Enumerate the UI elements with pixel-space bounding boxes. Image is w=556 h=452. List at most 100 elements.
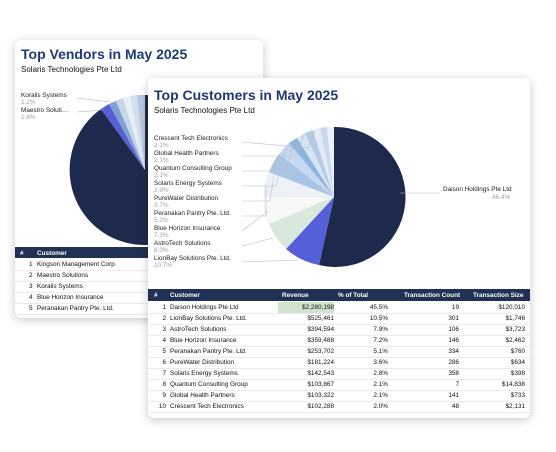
leader-astrotech <box>241 237 274 247</box>
vendors-leader-2 <box>76 109 104 113</box>
row-transaction-size: $634 <box>510 359 525 366</box>
vendor-label-name: Koralis Systems <box>21 92 67 99</box>
vendors-slice-4 <box>116 98 145 170</box>
slice-other-2 <box>320 127 334 197</box>
row-customer-name: Crescent Tech Electronics <box>170 403 244 410</box>
row-share: 10.5% <box>369 315 388 322</box>
table-row[interactable]: 8 Quantum Consulting Group $103,867 2.1% 7 $1… <box>148 379 530 391</box>
table-row[interactable]: 6 PureWater Distribution $181,224 3.6% 286 $6… <box>148 357 530 369</box>
row-revenue: $525,461 <box>307 315 334 322</box>
label-global-health: Global Health Partners <box>154 150 219 157</box>
row-customer-name: Blue Horizon Insurance <box>170 337 237 344</box>
row-name: Maestro Solutions <box>37 272 89 279</box>
top-customers-card: Top Customers in May 2025 Solaris Techno… <box>148 78 530 418</box>
row-rank: 6 <box>162 359 166 366</box>
row-share: 2.0% <box>373 403 388 410</box>
row-transaction-count: 141 <box>448 392 459 399</box>
row-revenue: $102,288 <box>307 403 334 410</box>
row-name: Kingson Management Corp <box>37 261 115 268</box>
row-rank: 5 <box>29 305 33 312</box>
pct-global-health: 2.1% <box>154 157 169 164</box>
leader-global-health <box>242 134 305 157</box>
leader-crescent <box>241 130 316 149</box>
leader-lionbay <box>241 259 299 263</box>
row-transaction-size: $14,838 <box>501 381 525 388</box>
table-row[interactable]: 1 Daison Holdings Pte Ltd $2,280,198 45.5% 1… <box>148 302 530 314</box>
slice-purewater <box>269 154 334 197</box>
table-row[interactable]: 4 Blue Horizon Insurance $359,488 7.2% 146 $2… <box>148 335 530 347</box>
row-rank: 8 <box>162 381 166 388</box>
row-transaction-count: 146 <box>448 337 459 344</box>
slice-crescent <box>305 130 334 197</box>
table-row[interactable]: 7 Solaris Energy Systems $142,543 2.8% 358 $3… <box>148 368 530 380</box>
row-transaction-size: $733 <box>510 392 525 399</box>
leader-purewater <box>242 161 277 202</box>
slice-other-3 <box>327 126 334 197</box>
pct-peranakan: 5.2% <box>154 217 169 224</box>
row-transaction-size: $3,723 <box>505 326 525 333</box>
row-transaction-size: $760 <box>510 348 525 355</box>
vendor-label-pct: 1.2% <box>21 99 36 106</box>
col-revenue: Revenue <box>282 292 309 299</box>
pct-daison: 46.4% <box>492 194 511 201</box>
row-customer-name: LionBay Solutions Pte. Ltd. <box>170 315 247 322</box>
table-row[interactable]: 3 AstroTech Solutions $394,594 7.9% 106 $3,72… <box>148 324 530 336</box>
row-rank: 2 <box>162 315 166 322</box>
leader-solaris-energy <box>242 147 287 187</box>
row-name: Blue Horizon Insurance <box>37 294 104 301</box>
customers-table-header: # Customer Revenue % of Total Transactio… <box>148 289 530 301</box>
row-share: 2.1% <box>373 392 388 399</box>
row-rank: 2 <box>29 272 33 279</box>
label-crescent: Crescent Tech Electronics <box>154 135 228 142</box>
row-rank: 7 <box>162 370 166 377</box>
row-revenue: $181,224 <box>307 359 334 366</box>
table-row[interactable]: 3 Koralis Systems <box>15 281 263 293</box>
leader-quantum <box>242 139 295 172</box>
row-revenue: $103,322 <box>307 392 334 399</box>
label-peranakan: Peranakan Pantry Pte. Ltd. <box>154 210 231 217</box>
row-customer-name: Global Health Partners <box>170 392 235 399</box>
col-transaction-count: Transaction Count <box>404 292 461 299</box>
col-share: % of Total <box>338 292 369 299</box>
row-transaction-count: 48 <box>451 403 459 410</box>
row-share: 7.2% <box>373 337 388 344</box>
table-row[interactable]: 5 Peranakan Pantry Pte. Ltd. <box>15 303 263 315</box>
vendors-table-header: # Customer <box>15 247 263 258</box>
row-customer-name: PureWater Distribution <box>170 359 235 366</box>
table-row[interactable]: 4 Blue Horizon Insurance <box>15 292 263 304</box>
row-transaction-count: 334 <box>448 348 459 355</box>
row-rank: 3 <box>29 283 33 290</box>
table-row[interactable]: 1 Kingson Management Corp <box>15 259 263 271</box>
table-row[interactable]: 2 Maestro Solutions <box>15 270 263 282</box>
row-transaction-size: $120,010 <box>498 304 525 311</box>
table-row[interactable]: 5 Peranakan Pantry Pte. Ltd. $253,702 5.1% 3… <box>148 346 530 358</box>
vendors-col-customer: Customer <box>37 250 67 257</box>
table-row[interactable]: 9 Global Health Partners $103,322 2.1% 141 $7… <box>148 390 530 402</box>
label-quantum: Quantum Consulting Group <box>154 165 232 172</box>
row-transaction-count: 19 <box>451 304 459 311</box>
label-blue-horizon: Blue Horizon Insurance <box>154 225 221 232</box>
row-revenue: $253,702 <box>307 348 334 355</box>
slice-quantum <box>289 138 334 197</box>
table-row[interactable]: 10 Crescent Tech Electronics $102,288 2.0% 4… <box>148 401 530 413</box>
col-rank: # <box>154 292 158 299</box>
row-rank: 3 <box>162 326 166 333</box>
row-revenue: $394,594 <box>307 326 334 333</box>
label-lionbay: LionBay Solutions Pte. Ltd. <box>154 255 231 262</box>
pct-lionbay: 10.7% <box>154 262 173 269</box>
row-name: Peranakan Pantry Pte. Ltd. <box>37 305 114 312</box>
row-rank: 1 <box>29 261 33 268</box>
row-customer-name: Solaris Energy Systems <box>170 370 238 377</box>
slice-astrotech <box>269 197 334 249</box>
vendors-title: Top Vendors in May 2025 <box>21 46 188 62</box>
vendors-slice-5 <box>123 96 145 170</box>
row-transaction-size: $2,462 <box>505 337 525 344</box>
slice-global-health <box>297 133 334 197</box>
vendors-slice-3 <box>109 101 145 170</box>
row-revenue: $359,488 <box>307 337 334 344</box>
table-row[interactable]: 2 LionBay Solutions Pte. Ltd. $525,461 10.5… <box>148 313 530 325</box>
pct-astrotech: 8.0% <box>154 247 169 254</box>
row-rank: 10 <box>158 403 166 410</box>
col-customer: Customer <box>170 292 200 299</box>
row-customer-name: Quantum Consulting Group <box>170 381 248 388</box>
